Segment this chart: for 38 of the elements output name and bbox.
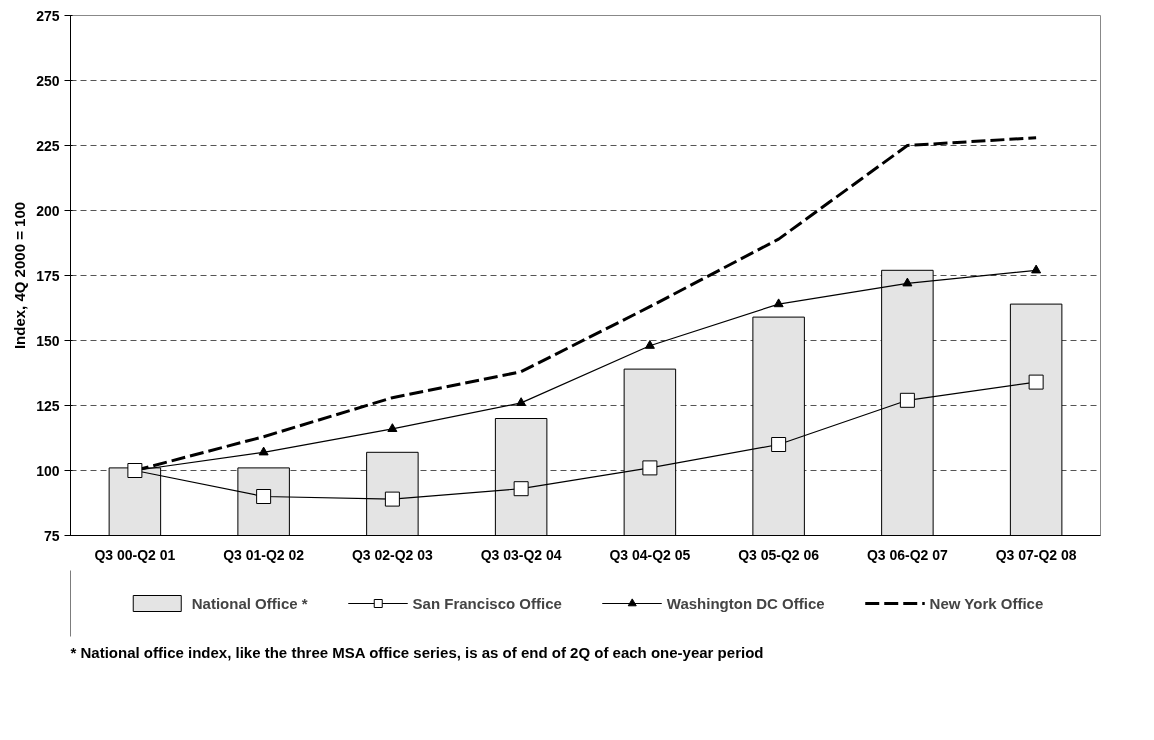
y-tick-label: 250: [36, 72, 60, 89]
point: [1031, 264, 1042, 274]
point: [1028, 374, 1044, 390]
y-tick-label: 225: [36, 137, 60, 154]
point: [127, 463, 143, 478]
point: [256, 489, 272, 504]
point: [773, 298, 784, 308]
legend-label: Washington DC Office: [666, 594, 825, 612]
x-tick-label: Q3 04-Q2 05: [609, 546, 691, 563]
y-tick-label: 75: [43, 527, 60, 544]
x-tick-label: Q3 01-Q2 02: [223, 546, 305, 563]
legend-label: New York Office: [929, 594, 1044, 612]
x-tick-label: Q3 00-Q2 01: [94, 546, 176, 563]
point: [516, 397, 527, 406]
legend-label: San Francisco Office: [412, 594, 562, 612]
x-tick-label: Q3 05-Q2 06: [738, 546, 820, 563]
y-tick-label: 175: [36, 267, 60, 284]
point: [902, 277, 913, 287]
y-tick-label: 275: [36, 7, 60, 24]
x-tick-label: Q3 03-Q2 04: [480, 546, 562, 563]
text: * National office index, like the three MSA office series, is as of end of 2Q of each one-year period: [70, 643, 764, 661]
point: [771, 437, 787, 452]
point: [899, 392, 915, 408]
y-tick-label: 150: [36, 332, 60, 349]
y-tick-label: 125: [36, 397, 60, 414]
x-tick-label: Q3 06-Q2 07: [866, 546, 949, 563]
y-tick-label: 100: [36, 462, 60, 479]
y-tick-label: 200: [36, 202, 60, 219]
point: [384, 491, 400, 507]
point: [513, 481, 529, 497]
y-axis-title: Index, 4Q 2000 = 100: [11, 201, 29, 350]
point: [644, 340, 655, 349]
point: [258, 446, 269, 456]
point: [387, 423, 398, 432]
legend-label: National Office *: [191, 594, 308, 612]
x-tick-label: Q3 02-Q2 03: [351, 546, 434, 563]
point: [642, 460, 658, 476]
x-tick-label: Q3 07-Q2 08: [995, 546, 1077, 563]
